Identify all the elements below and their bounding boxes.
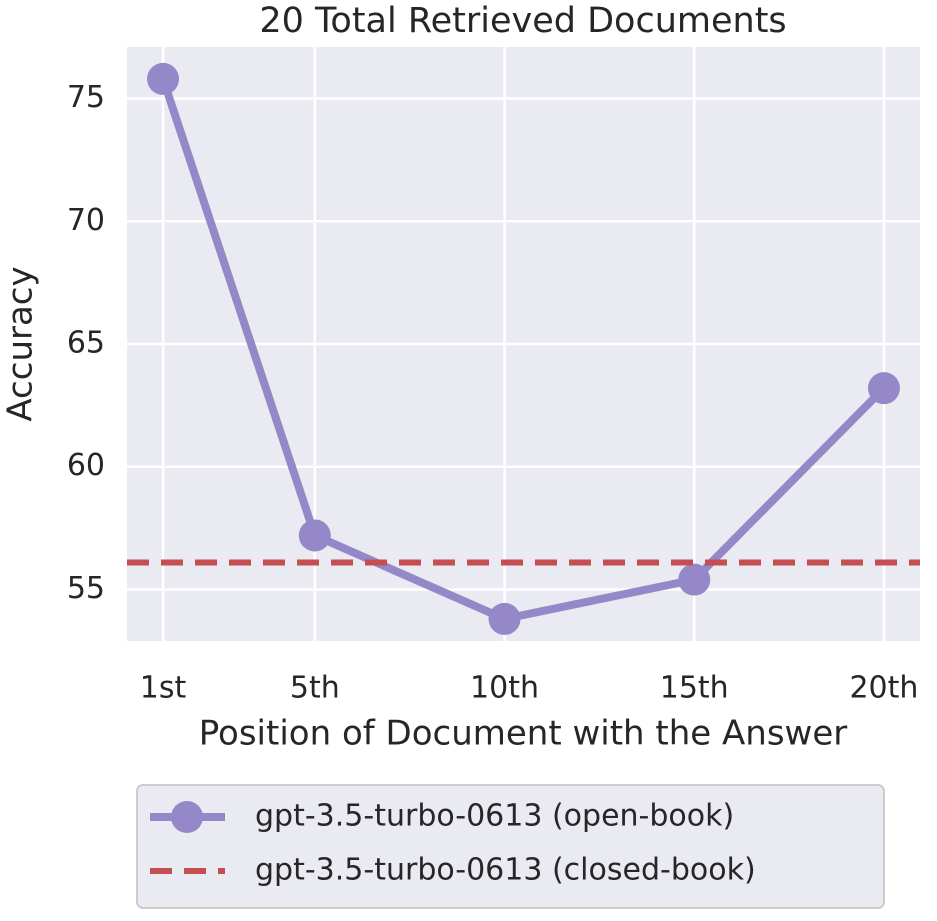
y-axis-label: Accuracy <box>1 266 41 421</box>
data-point <box>147 62 180 95</box>
x-tick-label: 10th <box>470 671 539 706</box>
data-point <box>488 602 521 635</box>
y-tick-label: 70 <box>67 203 105 238</box>
legend-label: gpt-3.5-turbo-0613 (closed-book) <box>255 853 756 888</box>
x-tick-label: 20th <box>849 671 918 706</box>
legend-marker <box>171 801 203 833</box>
y-tick-label: 60 <box>67 448 105 483</box>
x-tick-label: 1st <box>140 671 187 706</box>
legend <box>136 784 885 909</box>
data-point <box>867 372 900 405</box>
x-tick-label: 15th <box>660 671 729 706</box>
y-tick-label: 55 <box>67 571 105 606</box>
data-point <box>678 563 711 596</box>
x-axis-label: Position of Document with the Answer <box>199 714 848 754</box>
legend-label: gpt-3.5-turbo-0613 (open-book) <box>255 799 734 834</box>
y-tick-label: 75 <box>67 80 105 115</box>
x-tick-label: 5th <box>290 671 340 706</box>
y-tick-label: 65 <box>67 326 105 361</box>
data-point <box>298 519 331 552</box>
chart-title: 20 Total Retrieved Documents <box>259 1 786 41</box>
